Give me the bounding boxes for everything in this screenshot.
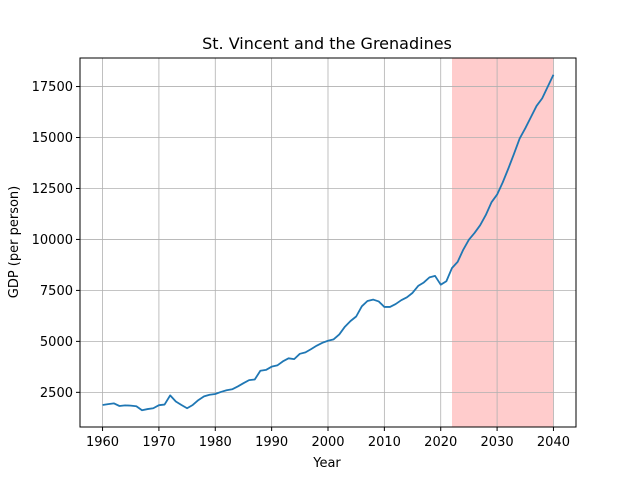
chart-title: St. Vincent and the Grenadines	[202, 34, 452, 53]
x-tick-label: 2040	[537, 435, 570, 450]
x-tick-label: 2000	[311, 435, 344, 450]
tick-layer: 1960 1970 1980 1990 2000 2010 2020 2030 2040 2500…	[32, 80, 570, 450]
y-tick-label: 10000	[32, 233, 73, 248]
y-tick-label: 17500	[32, 80, 73, 95]
x-tick-label: 1960	[86, 435, 119, 450]
x-axis-label: Year	[312, 456, 341, 471]
series-line-0	[102, 74, 555, 412]
y-tick-label: 2500	[40, 386, 73, 401]
series-layer	[102, 74, 555, 412]
y-tick-label: 12500	[32, 182, 73, 197]
x-tick-label: 2020	[424, 435, 457, 450]
x-tick-label: 1980	[199, 435, 232, 450]
forecast-highlight-layer	[452, 58, 554, 427]
forecast-span	[452, 58, 554, 427]
y-tick-label: 15000	[32, 131, 73, 146]
y-axis-label: GDP (per person)	[7, 186, 22, 299]
y-tick-label: 7500	[40, 284, 73, 299]
x-tick-label: 1990	[255, 435, 288, 450]
x-tick-label: 2010	[368, 435, 401, 450]
x-tick-label: 1970	[142, 435, 175, 450]
y-tick-label: 5000	[40, 335, 73, 350]
x-tick-label: 2030	[481, 435, 514, 450]
